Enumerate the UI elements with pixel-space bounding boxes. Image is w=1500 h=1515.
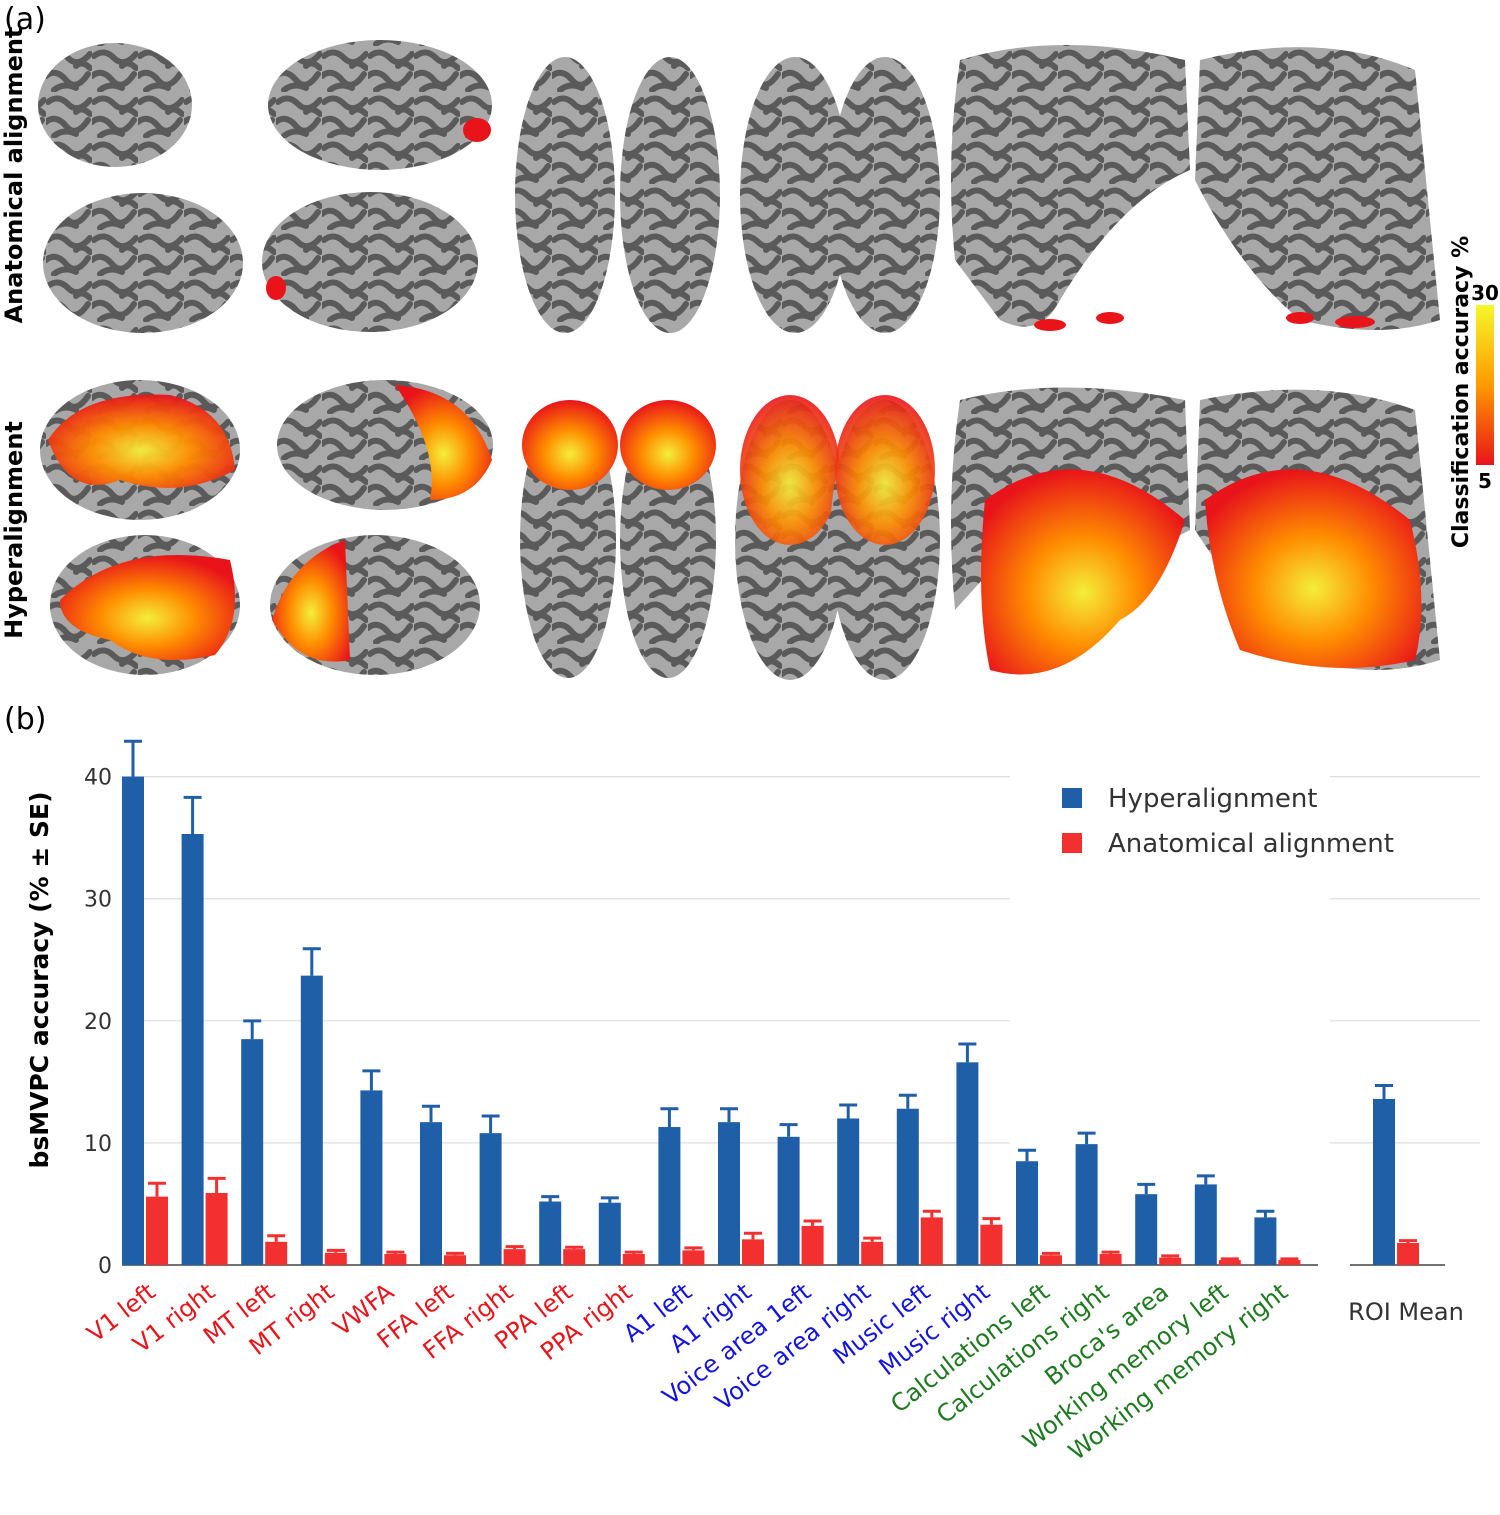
bar <box>861 1241 884 1265</box>
legend-swatch <box>1062 788 1082 808</box>
y-tick-label: 30 <box>84 888 112 913</box>
y-tick-label: 20 <box>84 1010 112 1035</box>
y-tick-label: 0 <box>98 1254 112 1279</box>
y-tick-label: 10 <box>84 1132 112 1157</box>
bar <box>1373 1098 1395 1265</box>
bar <box>1397 1243 1419 1265</box>
bar <box>181 834 204 1265</box>
summary-category-label: ROI Mean <box>1348 1298 1464 1326</box>
bar <box>682 1250 705 1265</box>
bar <box>265 1241 288 1265</box>
bar <box>801 1225 824 1265</box>
bar <box>300 975 323 1265</box>
bar <box>1194 1184 1217 1265</box>
flatmap-right <box>1195 47 1440 331</box>
activation-region <box>395 385 492 500</box>
bar <box>1040 1255 1062 1265</box>
activation-spot <box>1096 312 1124 324</box>
bar <box>1278 1260 1301 1265</box>
row-label-anatomical: Anatomical alignment <box>0 27 28 324</box>
activation-region <box>48 394 235 488</box>
ventral-right-surface <box>620 57 720 333</box>
bar <box>718 1122 740 1265</box>
legend-label: Hyperalignment <box>1108 784 1318 814</box>
bar <box>920 1217 943 1265</box>
bar <box>1159 1257 1182 1265</box>
brain-maps-panel: (a) Anatomical alignment Hyperalignment <box>0 0 1500 700</box>
activation-region <box>740 395 840 545</box>
activation-spot <box>1286 312 1314 324</box>
activation-region <box>60 555 235 660</box>
bar <box>658 1127 681 1265</box>
y-tick-label: 40 <box>84 766 112 791</box>
bar <box>1135 1194 1158 1265</box>
bar <box>598 1202 621 1265</box>
bar <box>205 1192 228 1265</box>
bar <box>1075 1144 1098 1265</box>
medial-left-surface <box>268 40 492 170</box>
bar <box>837 1118 860 1265</box>
bar <box>122 776 144 1265</box>
bar <box>980 1224 1003 1265</box>
medial-right-surface <box>262 192 478 332</box>
bar <box>241 1039 264 1265</box>
bar <box>420 1122 442 1265</box>
lateral-left-surface <box>38 43 192 167</box>
activation-spot <box>266 276 286 300</box>
legend-label: Anatomical alignment <box>1108 829 1394 859</box>
bar <box>777 1136 800 1265</box>
bar <box>1099 1254 1122 1265</box>
legend: Hyperalignment Anatomical alignment <box>1062 784 1394 859</box>
activation-spot <box>1034 319 1066 331</box>
bar <box>503 1249 526 1265</box>
bar <box>956 1062 979 1265</box>
lateral-right-surface <box>43 193 243 333</box>
activation-region <box>835 395 935 545</box>
anatomical-surfaces <box>38 40 1440 333</box>
bar <box>324 1252 347 1265</box>
panel-b-label: (b) <box>4 702 47 737</box>
row-label-hyperalignment: Hyperalignment <box>0 421 28 639</box>
activation-region <box>272 540 350 662</box>
colorbar-title: Classification accuracy % <box>1449 236 1474 548</box>
activation-region <box>1205 469 1422 668</box>
brain-maps-figure: Anatomical alignment Hyperalignment <box>0 27 1499 680</box>
colorbar: Classification accuracy % 30 5 <box>1449 236 1499 548</box>
dorsal-right-surface <box>830 57 940 333</box>
dorsal-left-surface <box>740 57 850 333</box>
flatmap-left <box>951 45 1190 327</box>
bar <box>146 1196 168 1265</box>
bar <box>742 1239 764 1265</box>
hyperalignment-surfaces <box>40 380 1440 680</box>
activation-region <box>522 400 618 490</box>
activation-spot <box>1335 316 1375 328</box>
activation-region <box>620 400 716 490</box>
bar-chart-panel: (b) V1 left V1 right MT left MT right VWFA FF… <box>0 700 1500 1511</box>
activation-spot <box>463 118 491 142</box>
colorbar-max-label: 30 <box>1471 281 1499 305</box>
bar <box>896 1108 919 1265</box>
bar <box>444 1255 466 1265</box>
legend-swatch <box>1062 833 1082 853</box>
colorbar-min-label: 5 <box>1478 469 1492 493</box>
bar <box>479 1133 502 1265</box>
panel-a-label: (a) <box>4 2 46 37</box>
bar <box>539 1201 562 1265</box>
activation-region <box>981 469 1185 675</box>
colorbar-gradient <box>1476 305 1494 465</box>
bar <box>360 1090 383 1265</box>
bar <box>1254 1217 1277 1265</box>
y-axis: 0 10 20 30 40 <box>84 766 112 1279</box>
bar <box>622 1254 645 1265</box>
y-axis-label: bsMVPC accuracy (% ± SE) <box>25 791 54 1168</box>
ventral-left-surface <box>515 57 615 333</box>
bar <box>1016 1161 1038 1265</box>
bar <box>1218 1260 1241 1265</box>
bar <box>384 1254 407 1265</box>
bar <box>563 1249 586 1265</box>
bars <box>122 739 1419 1265</box>
